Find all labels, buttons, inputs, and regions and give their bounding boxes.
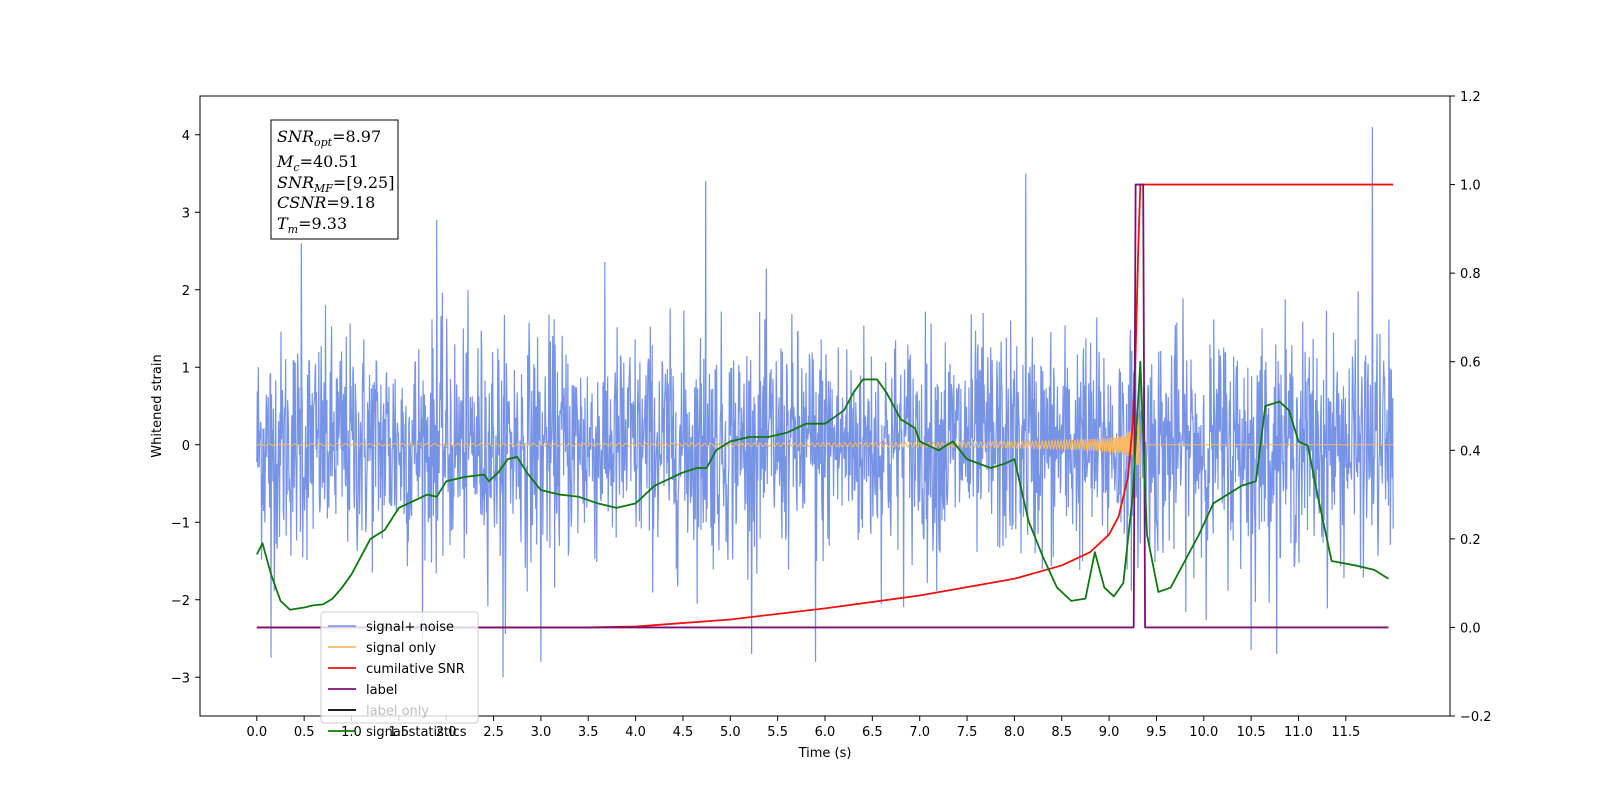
- x-tick-label: 4.5: [673, 725, 694, 740]
- legend-label: signal only: [366, 641, 436, 656]
- y-tick-label: 4: [182, 129, 190, 144]
- y-tick-label: −2: [171, 594, 190, 609]
- y-axis-label: Whitened strain: [150, 354, 165, 457]
- x-tick-label: 6.5: [862, 725, 883, 740]
- y2-tick-label: 1.2: [1460, 90, 1481, 105]
- y2-tick-label: 0.6: [1460, 356, 1481, 371]
- y-tick-label: −3: [171, 671, 190, 686]
- stat-chirp-mass: Mc=40.51: [276, 152, 359, 174]
- x-tick-label: 8.0: [1004, 725, 1025, 740]
- x-tick-label: 0.5: [294, 725, 315, 740]
- signal-statistics-line: [256, 360, 1389, 611]
- stat-csnr: CSNR=9.18: [277, 193, 375, 212]
- y2-tick-label: 0.8: [1460, 267, 1481, 282]
- x-tick-label: 3.5: [578, 725, 599, 740]
- y-tick-label: 2: [182, 284, 190, 299]
- legend: signal+ noise signal only cumilative SNR la…: [320, 611, 479, 740]
- x-tick-label: 6.0: [815, 725, 836, 740]
- legend-item-label: label: [328, 683, 397, 698]
- x-axis-label: Time (s): [798, 746, 852, 761]
- legend-item-signal-only: signal only: [328, 641, 436, 656]
- x-tick-label: 1.5: [389, 725, 410, 740]
- x-tick-label: 10.0: [1189, 725, 1218, 740]
- x-tick-label: 11.5: [1331, 725, 1360, 740]
- y-tick-label: 1: [182, 361, 190, 376]
- stat-snr-opt: SNRopt=8.97: [277, 127, 381, 149]
- stats-box-frame: [270, 119, 399, 240]
- legend-frame: [320, 611, 479, 724]
- x-tick-label: 8.5: [1051, 725, 1072, 740]
- stats-box: SNRopt=8.97 Mc=40.51 SNRMF=[9.25] CSNR=9…: [270, 119, 399, 240]
- y-tick-label: 3: [182, 206, 190, 221]
- y2-tick-label: 1.0: [1460, 179, 1481, 194]
- y2-tick-label: −0.2: [1460, 710, 1492, 725]
- legend-item-cumilative-snr: cumilative SNR: [328, 662, 465, 677]
- legend-item-signal-noise: signal+ noise: [328, 620, 454, 635]
- legend-item-signal-statistics: signal statistics: [328, 725, 467, 740]
- legend-label: cumilative SNR: [366, 662, 465, 677]
- x-tick-label: 7.5: [957, 725, 978, 740]
- signal-only-line: [256, 418, 1394, 478]
- y-tick-label: −1: [171, 516, 190, 531]
- signal-noise-line: [256, 126, 1394, 678]
- x-tick-label: 9.0: [1099, 725, 1120, 740]
- x-tick-label: 9.5: [1146, 725, 1167, 740]
- x-tick-label: 1.0: [341, 725, 362, 740]
- x-tick-label: 2.0: [436, 725, 457, 740]
- legend-label: label only: [366, 704, 429, 719]
- y2-tick-label: 0.0: [1460, 621, 1481, 636]
- x-tick-label: 10.5: [1237, 725, 1266, 740]
- stat-snr-mf: SNRMF=[9.25]: [277, 173, 394, 195]
- stat-merger-time: Tm=9.33: [277, 214, 347, 236]
- x-tick-label: 0.0: [246, 725, 267, 740]
- legend-item-label-only: label only: [328, 704, 429, 719]
- x-tick-label: 4.0: [625, 725, 646, 740]
- x-tick-label: 3.0: [531, 725, 552, 740]
- cumilative-snr-line: [256, 183, 1394, 629]
- legend-label: label: [366, 683, 397, 698]
- x-tick-label: 5.0: [720, 725, 741, 740]
- y-tick-label: 0: [182, 439, 190, 454]
- y2-tick-label: 0.2: [1460, 533, 1481, 548]
- label-line: [256, 183, 1389, 629]
- x-tick-label: 11.0: [1284, 725, 1313, 740]
- y2-tick-label: 0.4: [1460, 444, 1481, 459]
- x-tick-label: 7.0: [909, 725, 930, 740]
- legend-label: signal+ noise: [366, 620, 454, 635]
- x-tick-label: 2.5: [483, 725, 504, 740]
- legend-label: signal statistics: [366, 725, 467, 740]
- x-tick-label: 5.5: [767, 725, 788, 740]
